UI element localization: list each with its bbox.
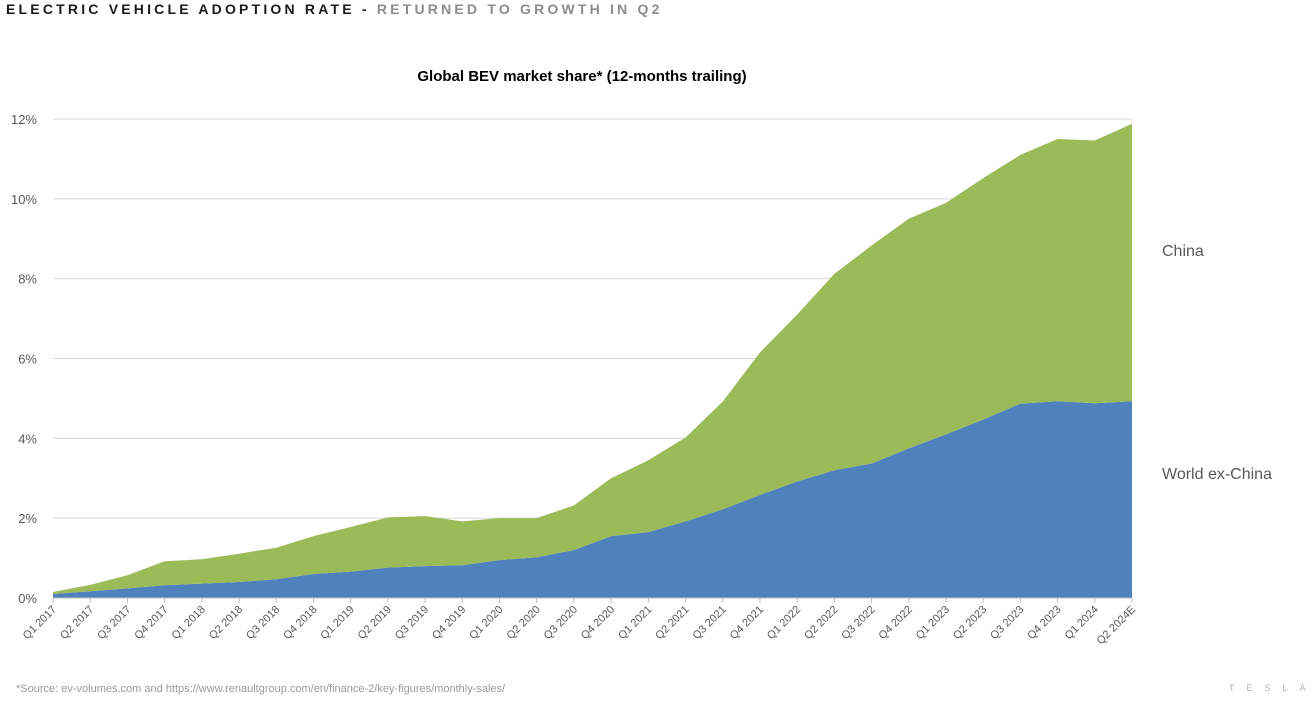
y-tick-label: 10% bbox=[11, 192, 37, 207]
area-series bbox=[53, 123, 1132, 598]
y-tick-label: 12% bbox=[11, 112, 37, 127]
x-tick-label: Q4 2019 bbox=[430, 604, 468, 642]
x-tick-label: Q3 2022 bbox=[839, 604, 877, 642]
x-tick-label: Q3 2023 bbox=[988, 604, 1026, 642]
x-tick-label: Q3 2019 bbox=[393, 604, 431, 642]
x-tick-label: Q1 2022 bbox=[765, 604, 803, 642]
x-tick-label: Q1 2017 bbox=[21, 604, 59, 642]
x-tick-label: Q1 2019 bbox=[318, 604, 356, 642]
x-tick-label: Q3 2020 bbox=[542, 604, 580, 642]
slide-header: ELECTRIC VEHICLE ADOPTION RATE - RETURNE… bbox=[6, 1, 663, 17]
x-tick-label: Q4 2021 bbox=[728, 604, 766, 642]
header-separator: - bbox=[361, 1, 370, 17]
brand-wordmark: TESLA bbox=[1229, 683, 1313, 693]
x-tick-label: Q3 2018 bbox=[244, 604, 282, 642]
x-tick-label: Q4 2018 bbox=[281, 604, 319, 642]
y-tick-labels: 0% 2% 4% 6% 8% 10% 12% bbox=[11, 112, 37, 606]
header-title: ELECTRIC VEHICLE ADOPTION RATE bbox=[6, 1, 355, 17]
x-tick-label: Q4 2023 bbox=[1025, 604, 1063, 642]
x-tick-label: Q2 2021 bbox=[653, 604, 691, 642]
x-tick-label: Q1 2023 bbox=[914, 604, 952, 642]
chart-title: Global BEV market share* (12-months trai… bbox=[417, 68, 746, 85]
series-label: China bbox=[1162, 243, 1204, 260]
x-tick-label: Q2 2019 bbox=[356, 604, 394, 642]
x-tick-label: Q2 2017 bbox=[58, 604, 96, 642]
y-tick-label: 6% bbox=[18, 352, 37, 367]
x-tick-label: Q1 2018 bbox=[170, 604, 208, 642]
x-tick-label: Q2 2022 bbox=[802, 604, 840, 642]
area-world-ex-china bbox=[53, 401, 1132, 598]
header-subtitle: RETURNED TO GROWTH IN Q2 bbox=[376, 1, 663, 17]
x-tick-label: Q3 2021 bbox=[691, 604, 729, 642]
series-label: World ex-China bbox=[1162, 466, 1272, 483]
x-tick-label: Q1 2021 bbox=[616, 604, 654, 642]
series-labels: World ex-China China bbox=[1162, 243, 1272, 483]
x-tick-label: Q2 2023 bbox=[951, 604, 989, 642]
y-tick-label: 4% bbox=[18, 431, 37, 446]
x-tick-label: Q1 2024 bbox=[1063, 604, 1101, 642]
x-tick-label: Q2 2018 bbox=[207, 604, 245, 642]
x-tick-label: Q4 2022 bbox=[877, 604, 915, 642]
axes bbox=[52, 597, 1133, 603]
x-tick-label: Q2 2024E bbox=[1095, 604, 1139, 648]
x-tick-label: Q4 2017 bbox=[132, 604, 170, 642]
x-tick-label: Q3 2017 bbox=[95, 604, 133, 642]
x-tick-label: Q1 2020 bbox=[467, 604, 505, 642]
y-tick-label: 8% bbox=[18, 272, 37, 287]
y-tick-label: 0% bbox=[18, 591, 37, 606]
x-tick-label: Q4 2020 bbox=[579, 604, 617, 642]
y-tick-label: 2% bbox=[18, 511, 37, 526]
source-footnote: *Source: ev-volumes.com and https://www.… bbox=[16, 683, 506, 695]
x-tick-label: Q2 2020 bbox=[504, 604, 542, 642]
area-china bbox=[53, 123, 1132, 595]
